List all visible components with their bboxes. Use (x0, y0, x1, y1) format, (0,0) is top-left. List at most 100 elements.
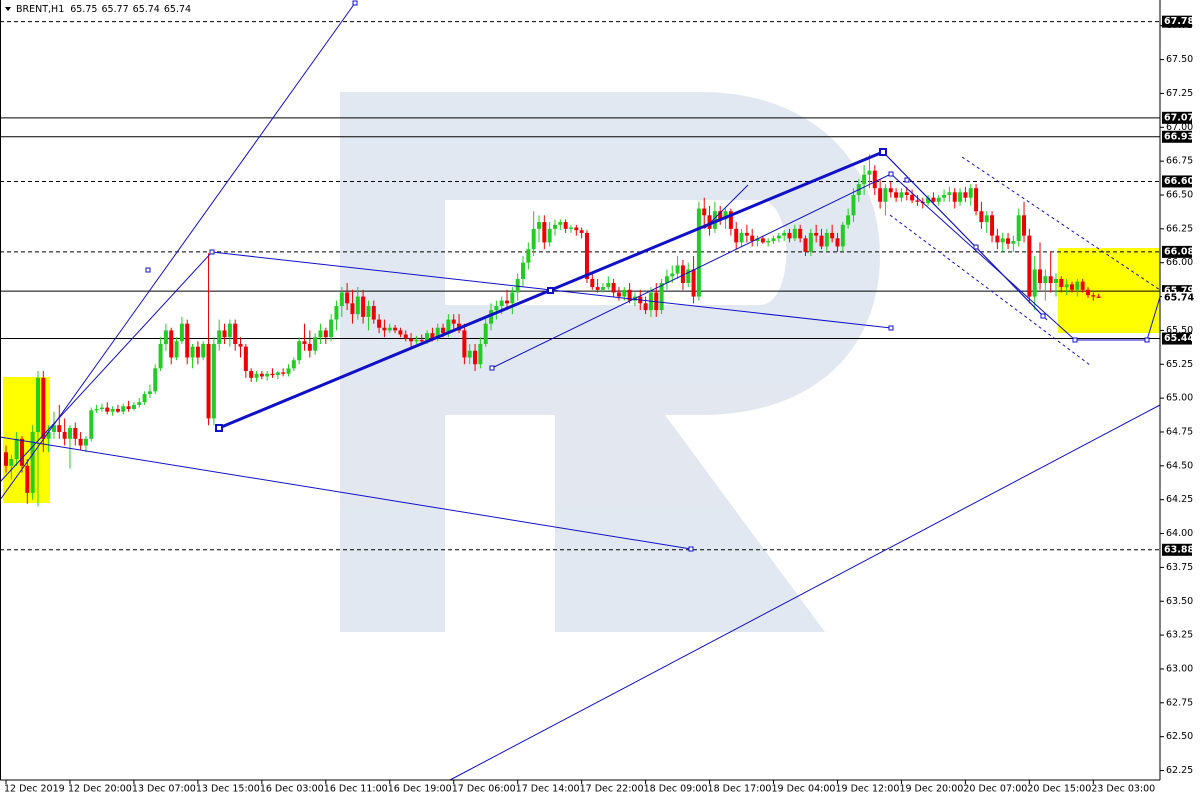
candle-body (734, 228, 739, 243)
candle-body (963, 192, 968, 198)
level-tag-label: 67.78 (1164, 16, 1194, 27)
y-tick-label: 66.50 (1166, 190, 1193, 201)
candle-body (568, 227, 573, 229)
candle-body (574, 227, 579, 231)
anchor (352, 0, 358, 6)
anchor (1072, 337, 1078, 343)
candle-body (99, 407, 104, 409)
candle-body (819, 235, 824, 247)
candle-body (584, 232, 589, 279)
anchor (904, 177, 910, 183)
candle-body (611, 283, 616, 293)
y-tick-label: 64.50 (1166, 460, 1193, 471)
x-tick-label: 20 Dec 07:00 (963, 784, 1027, 795)
candle-body (1038, 269, 1043, 284)
candle-body (867, 170, 872, 175)
candle-body (931, 197, 936, 202)
candle-body (840, 224, 845, 247)
x-tick-label: 16 Dec 03:00 (260, 784, 324, 795)
candle-body (590, 278, 595, 288)
candle-body (835, 238, 840, 247)
candle-body (265, 373, 270, 377)
candle-body (222, 330, 227, 338)
candle-body (409, 338, 414, 342)
x-tick-label: 18 Dec 09:00 (644, 784, 708, 795)
candle-body (78, 438, 83, 446)
candle-body (302, 341, 307, 344)
level-tag (1162, 15, 1192, 28)
candle-body (995, 235, 1000, 243)
candle-body (83, 438, 88, 446)
anchor (888, 325, 894, 331)
anchor (688, 546, 694, 552)
axes: 62.25 62.50 62.75 63.00 63.25 63.50 63.75 64.00… (4, 15, 1194, 795)
level-tag (1162, 175, 1192, 188)
candle-body (894, 192, 899, 198)
candle-body (41, 377, 46, 439)
y-tick-label: 67.50 (1166, 54, 1193, 65)
level-tag (1162, 245, 1192, 258)
candle-body (851, 195, 856, 216)
y-tick-label: 67.00 (1166, 122, 1193, 133)
candle-body (339, 292, 344, 307)
candle-body (403, 334, 408, 339)
candle-body (878, 188, 883, 202)
anchor (547, 287, 554, 294)
candle-body (195, 346, 200, 358)
candle-body (115, 408, 120, 412)
candle-body (792, 228, 797, 239)
candle-body (467, 350, 472, 358)
candle-body (808, 232, 813, 252)
candle-body (441, 327, 446, 334)
candle-body (990, 215, 995, 236)
candle-body (4, 452, 8, 466)
candle-body (1000, 238, 1005, 243)
candle-body (249, 371, 254, 378)
x-tick-label: 17 Dec 06:00 (452, 784, 516, 795)
trend-line (0, 436, 692, 550)
anchor (879, 148, 887, 156)
candle-body (355, 296, 360, 315)
trend-line (491, 173, 892, 369)
candle-body (105, 407, 110, 412)
candle-body (558, 222, 563, 225)
candle-body (760, 238, 765, 243)
candle-body (345, 292, 350, 304)
x-tick-label: 12 Dec 20:00 (68, 784, 132, 795)
level-tag (1162, 332, 1192, 345)
candle-body (35, 377, 40, 432)
candle-body (451, 319, 456, 324)
candle-body (147, 391, 152, 395)
candle-body (712, 211, 717, 229)
candle-body (67, 427, 72, 439)
x-tick-label: 16 Dec 11:00 (324, 784, 388, 795)
menu-triangle[interactable] (5, 7, 11, 11)
candle-body (968, 188, 973, 198)
y-tick-label: 64.25 (1166, 494, 1193, 505)
candle-body (606, 283, 611, 288)
trend-line (886, 155, 1048, 321)
candle-body (542, 222, 547, 243)
candle-body (1043, 276, 1048, 284)
candle-body (62, 431, 67, 439)
candle-body (739, 232, 744, 243)
candle-body (25, 465, 30, 493)
candle-body (270, 373, 275, 376)
candle-body (462, 330, 467, 358)
watermark (340, 92, 880, 632)
candle-body (947, 192, 952, 195)
anchor (145, 267, 151, 273)
candle-body (755, 238, 760, 242)
level-tag (1162, 291, 1192, 304)
candle-body (9, 459, 14, 466)
candle-body (243, 346, 248, 372)
y-tick-label: 64.75 (1166, 426, 1193, 437)
candle-body (787, 232, 792, 239)
y-tick-label: 62.25 (1166, 765, 1193, 776)
candle-body (254, 373, 259, 378)
candle-body (547, 228, 552, 243)
candle-body (371, 306, 376, 320)
candle-body (702, 208, 707, 216)
y-tick-label: 62.75 (1166, 697, 1193, 708)
